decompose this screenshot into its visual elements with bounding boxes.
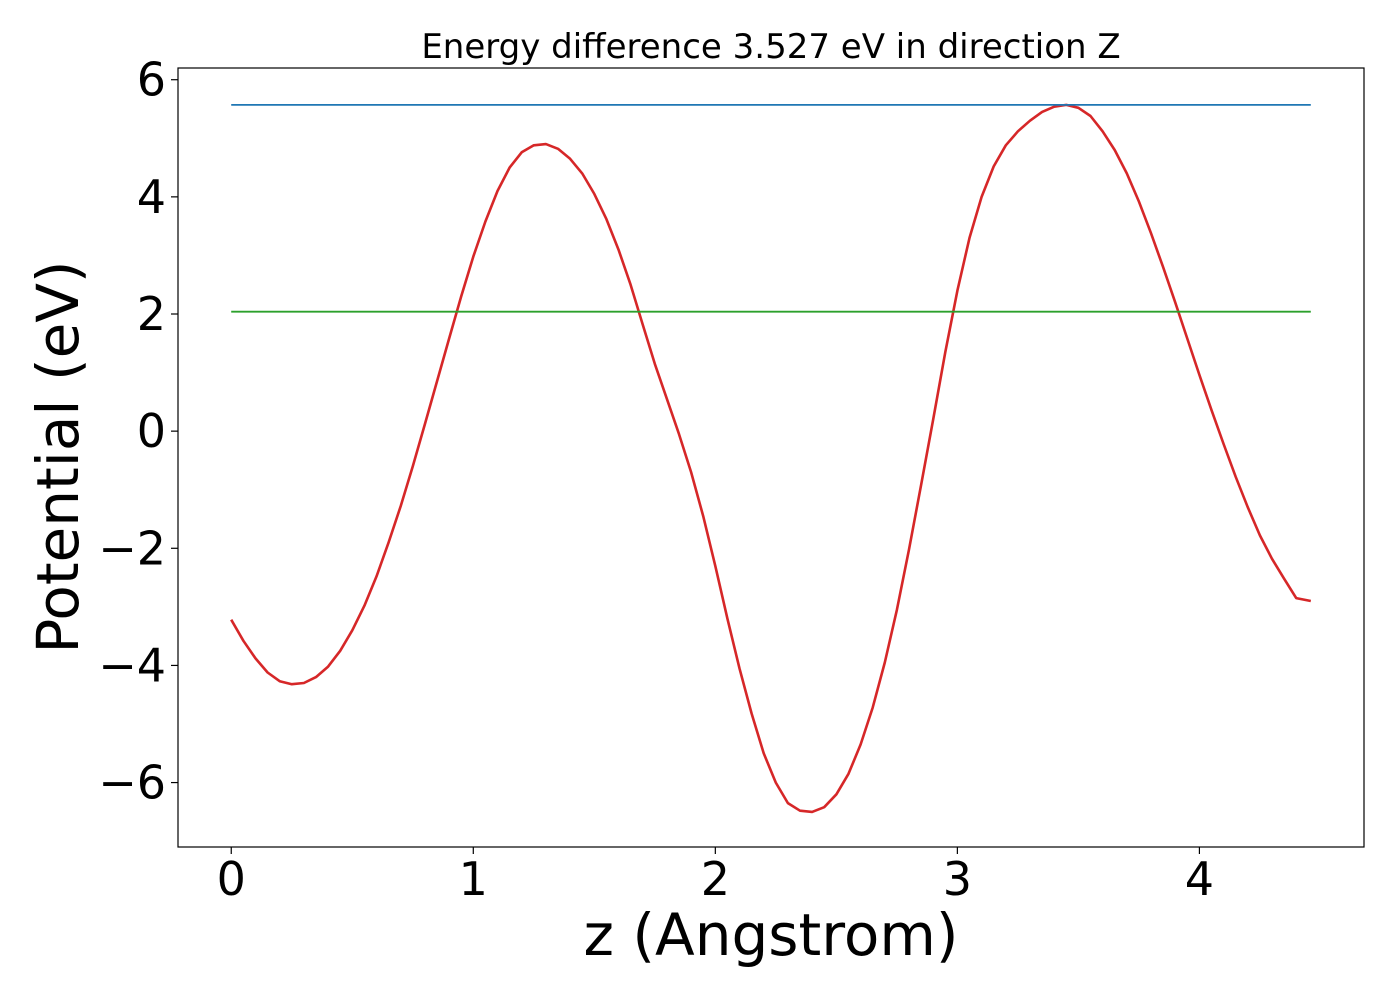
- y-tick-label: −2: [98, 521, 166, 575]
- plot-frame: [177, 67, 1365, 848]
- x-tick-label: 4: [1185, 852, 1214, 906]
- x-tick-label: 0: [217, 852, 246, 906]
- x-tick-label: 1: [459, 852, 488, 906]
- y-axis-ticks: −6 −4 −2 0 2 4 6: [98, 53, 178, 810]
- plot-lines: [230, 103, 1312, 814]
- y-tick-label: 0: [137, 404, 166, 458]
- y-tick-label: 4: [137, 170, 166, 224]
- x-tick-label: 2: [701, 852, 730, 906]
- y-tick-label: 6: [137, 53, 166, 107]
- y-tick-label: −6: [98, 756, 166, 810]
- y-axis-label: Potential (eV): [24, 260, 92, 653]
- potential-curve-line: [230, 103, 1312, 814]
- y-tick-label: −4: [98, 638, 166, 692]
- y-tick-label: 2: [137, 287, 166, 341]
- x-tick-label: 3: [943, 852, 972, 906]
- x-axis-label: z (Angstrom): [584, 901, 959, 969]
- x-axis-ticks: 0 1 2 3 4: [217, 847, 1214, 906]
- chart-title: Energy difference 3.527 eV in direction …: [421, 27, 1120, 67]
